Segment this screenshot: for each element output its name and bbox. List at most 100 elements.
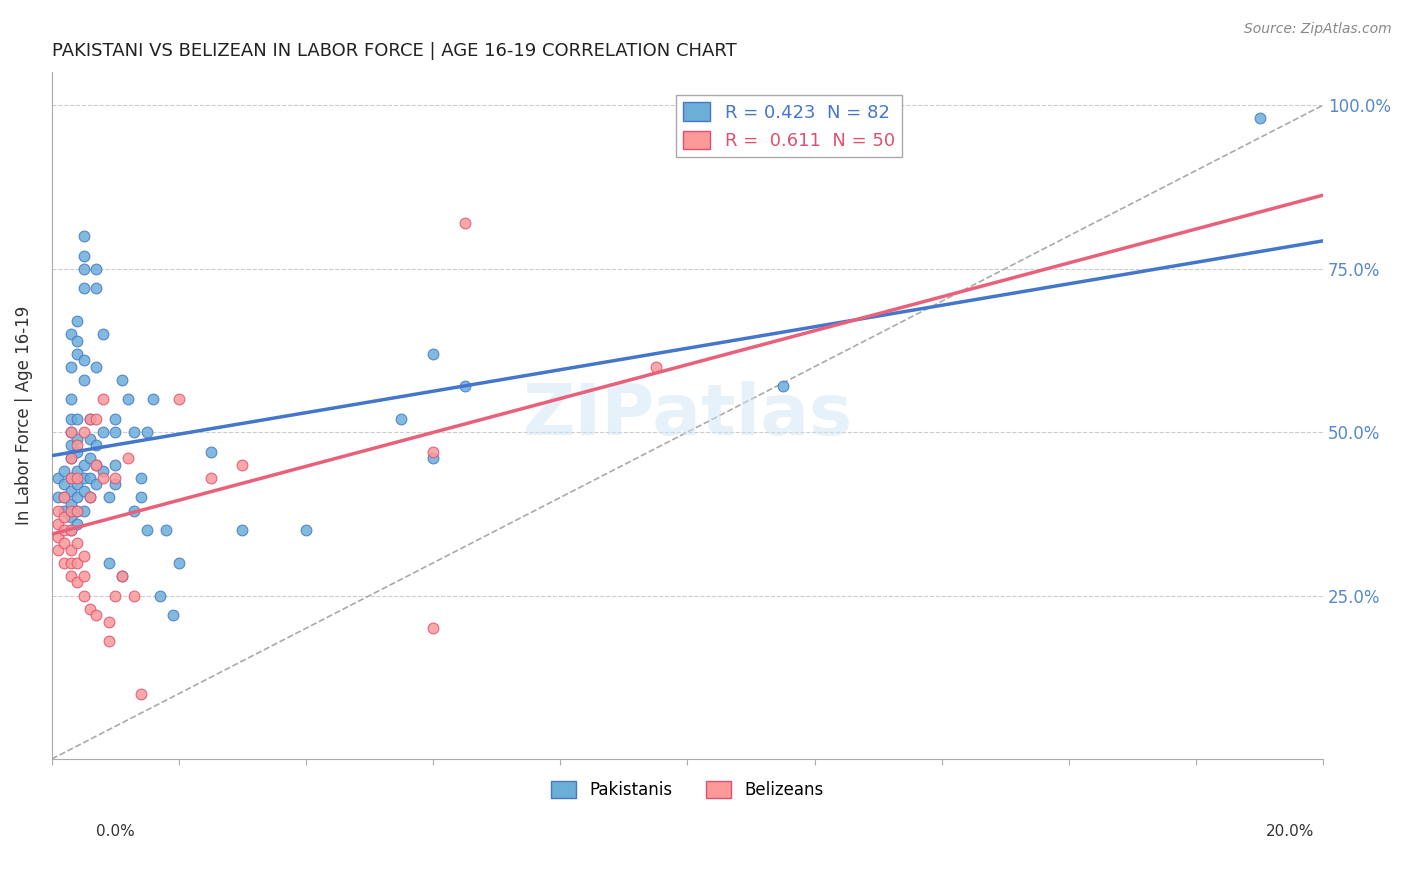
Point — [72, 228, 94, 243]
Point — [97, 615, 120, 629]
Point — [1249, 112, 1271, 126]
Point — [53, 536, 76, 550]
Point — [66, 432, 89, 446]
Point — [53, 477, 76, 491]
Point — [53, 510, 76, 524]
Point — [772, 379, 794, 393]
Point — [59, 425, 82, 439]
Point — [66, 346, 89, 360]
Point — [200, 471, 222, 485]
Point — [66, 334, 89, 348]
Point — [59, 326, 82, 341]
Point — [59, 569, 82, 583]
Point — [59, 359, 82, 374]
Point — [162, 608, 184, 623]
Point — [66, 471, 89, 485]
Point — [79, 451, 101, 466]
Point — [46, 503, 69, 517]
Point — [124, 589, 146, 603]
Point — [422, 444, 444, 458]
Point — [91, 425, 114, 439]
Point — [91, 392, 114, 407]
Point — [59, 542, 82, 557]
Point — [66, 503, 89, 517]
Point — [66, 556, 89, 570]
Point — [59, 523, 82, 537]
Point — [72, 248, 94, 262]
Legend: Pakistanis, Belizeans: Pakistanis, Belizeans — [544, 774, 831, 805]
Point — [79, 601, 101, 615]
Point — [142, 392, 165, 407]
Point — [84, 281, 107, 295]
Point — [72, 373, 94, 387]
Point — [422, 346, 444, 360]
Point — [72, 281, 94, 295]
Point — [59, 451, 82, 466]
Point — [84, 458, 107, 472]
Point — [66, 438, 89, 452]
Point — [91, 471, 114, 485]
Text: Source: ZipAtlas.com: Source: ZipAtlas.com — [1244, 22, 1392, 37]
Point — [59, 438, 82, 452]
Text: 0.0%: 0.0% — [96, 824, 135, 838]
Point — [231, 523, 253, 537]
Point — [59, 497, 82, 511]
Point — [454, 216, 477, 230]
Point — [66, 412, 89, 426]
Point — [72, 353, 94, 368]
Text: 20.0%: 20.0% — [1267, 824, 1315, 838]
Point — [46, 516, 69, 531]
Point — [84, 438, 107, 452]
Point — [66, 464, 89, 478]
Point — [66, 314, 89, 328]
Point — [59, 425, 82, 439]
Point — [53, 503, 76, 517]
Point — [129, 491, 152, 505]
Point — [422, 621, 444, 635]
Point — [79, 412, 101, 426]
Point — [59, 510, 82, 524]
Point — [66, 536, 89, 550]
Point — [129, 471, 152, 485]
Point — [66, 516, 89, 531]
Point — [104, 471, 127, 485]
Text: ZIPatlas: ZIPatlas — [523, 381, 852, 450]
Point — [72, 458, 94, 472]
Point — [53, 491, 76, 505]
Point — [53, 464, 76, 478]
Point — [91, 326, 114, 341]
Point — [111, 373, 134, 387]
Point — [117, 392, 139, 407]
Point — [231, 458, 253, 472]
Point — [104, 412, 127, 426]
Point — [79, 491, 101, 505]
Point — [389, 412, 412, 426]
Point — [104, 458, 127, 472]
Point — [66, 575, 89, 590]
Point — [46, 530, 69, 544]
Point — [422, 451, 444, 466]
Point — [59, 471, 82, 485]
Point — [53, 491, 76, 505]
Point — [46, 491, 69, 505]
Point — [84, 458, 107, 472]
Point — [66, 491, 89, 505]
Point — [72, 483, 94, 498]
Point — [97, 634, 120, 648]
Point — [84, 477, 107, 491]
Point — [46, 542, 69, 557]
Point — [84, 412, 107, 426]
Point — [66, 477, 89, 491]
Point — [46, 471, 69, 485]
Point — [136, 523, 159, 537]
Point — [72, 471, 94, 485]
Point — [53, 556, 76, 570]
Point — [149, 589, 172, 603]
Point — [91, 464, 114, 478]
Point — [117, 451, 139, 466]
Point — [72, 425, 94, 439]
Point — [53, 523, 76, 537]
Y-axis label: In Labor Force | Age 16-19: In Labor Force | Age 16-19 — [15, 306, 32, 525]
Point — [167, 392, 190, 407]
Point — [59, 503, 82, 517]
